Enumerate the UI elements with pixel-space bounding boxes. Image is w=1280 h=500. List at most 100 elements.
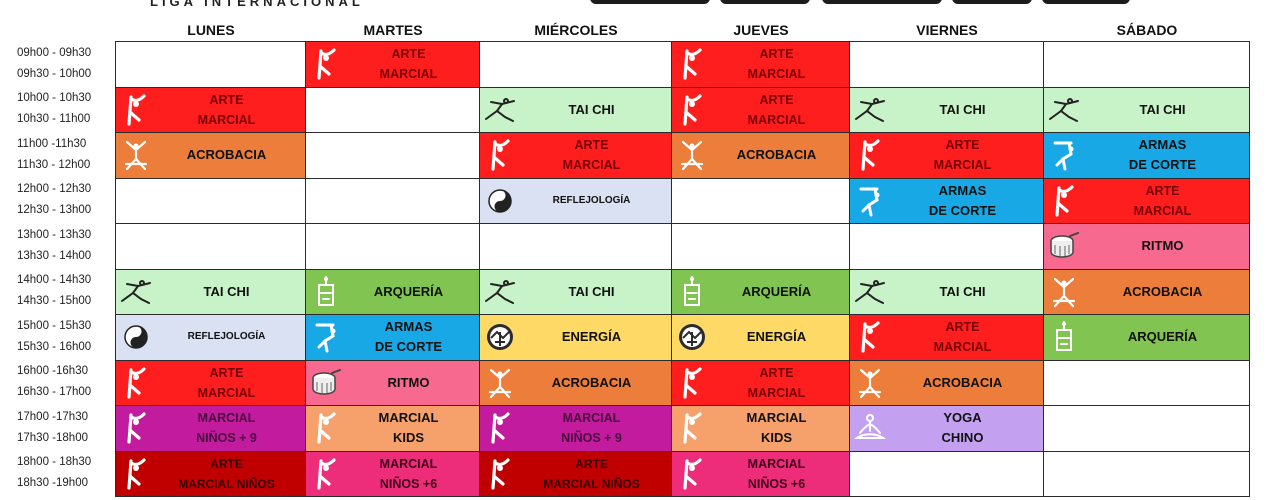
class-cell[interactable]: ACROBACIA bbox=[671, 132, 850, 179]
class-cell[interactable]: REFLEJOLOGÍA bbox=[479, 177, 672, 224]
time-slot: 18h00 - 18h30 18h30 -19h00 bbox=[0, 451, 116, 497]
class-cell[interactable]: ARMAS DE CORTE bbox=[305, 314, 480, 361]
class-cell[interactable]: ARTE MARCIAL bbox=[305, 41, 480, 88]
empty-cell bbox=[1043, 450, 1250, 497]
empty-cell bbox=[849, 450, 1044, 497]
class-name: TAI CHI bbox=[568, 101, 615, 117]
time-start: 15h00 - 15h30 bbox=[17, 319, 92, 332]
time-end: 17h30 -18h00 bbox=[17, 431, 88, 444]
class-label: ARTE MARCIAL bbox=[1084, 181, 1249, 221]
class-cell[interactable]: ARMAS DE CORTE bbox=[1043, 132, 1250, 179]
class-cell[interactable]: ARQUERÍA bbox=[305, 268, 480, 315]
class-cell[interactable]: ARTE MARCIAL bbox=[479, 132, 672, 179]
class-cell[interactable]: ARQUERÍA bbox=[1043, 314, 1250, 361]
time-end: 18h30 -19h00 bbox=[17, 477, 88, 490]
class-cell[interactable]: YOGA CHINO bbox=[849, 405, 1044, 452]
class-name: ARTE bbox=[391, 47, 426, 62]
class-name-line2: DE CORTE bbox=[1128, 157, 1197, 173]
class-cell[interactable]: ARTE MARCIAL NIÑOS bbox=[115, 450, 306, 497]
class-label: ARTE MARCIAL bbox=[712, 44, 849, 84]
class-cell[interactable]: ACROBACIA bbox=[1043, 268, 1250, 315]
class-label: MARCIAL NIÑOS + 9 bbox=[156, 408, 305, 448]
empty-cell bbox=[479, 223, 672, 270]
class-cell[interactable]: ACROBACIA bbox=[849, 359, 1044, 406]
class-name: ARTE bbox=[759, 47, 794, 62]
sword-icon bbox=[850, 179, 890, 224]
class-cell[interactable]: TAI CHI bbox=[1043, 86, 1250, 133]
class-cell[interactable]: ACROBACIA bbox=[479, 359, 672, 406]
class-name: TAI CHI bbox=[203, 283, 250, 299]
class-cell[interactable]: ARTE MARCIAL bbox=[115, 86, 306, 133]
class-name-line2: DE CORTE bbox=[928, 202, 997, 218]
time-start: 09h00 - 09h30 bbox=[17, 46, 92, 59]
class-label: ARMAS DE CORTE bbox=[346, 317, 479, 357]
day-header: VIERNES bbox=[916, 22, 978, 38]
empty-cell bbox=[305, 177, 480, 224]
martial-icon bbox=[480, 406, 520, 451]
empty-cell bbox=[115, 41, 306, 88]
class-cell[interactable]: ARTE MARCIAL bbox=[1043, 177, 1250, 224]
martial-icon bbox=[480, 133, 520, 178]
class-name: ARMAS bbox=[938, 182, 987, 198]
class-label: ARTE MARCIAL bbox=[156, 90, 305, 130]
empty-cell bbox=[115, 223, 306, 270]
class-cell[interactable]: ARTE MARCIAL bbox=[849, 314, 1044, 361]
header-decoration bbox=[590, 0, 1130, 6]
class-cell[interactable]: MARCIAL NIÑOS + 9 bbox=[115, 405, 306, 452]
class-name: ARTE bbox=[210, 456, 243, 471]
time-start: 12h00 - 12h30 bbox=[17, 183, 92, 196]
class-name-line2: MARCIAL bbox=[379, 67, 438, 82]
class-cell[interactable]: ENERGÍA bbox=[479, 314, 672, 361]
class-label: ARQUERÍA bbox=[1084, 327, 1249, 347]
class-label: ACROBACIA bbox=[890, 373, 1043, 393]
time-slot: 09h00 - 09h30 09h30 - 10h00 bbox=[0, 41, 116, 87]
class-name: TAI CHI bbox=[939, 101, 986, 117]
class-cell[interactable]: TAI CHI bbox=[849, 86, 1044, 133]
class-label: RITMO bbox=[1084, 236, 1249, 256]
class-cell[interactable]: ACROBACIA bbox=[115, 132, 306, 179]
class-name: ACROBACIA bbox=[186, 147, 267, 163]
time-end: 15h30 - 16h00 bbox=[17, 340, 92, 353]
class-cell[interactable]: ARTE MARCIAL NIÑOS bbox=[479, 450, 672, 497]
class-cell[interactable]: RITMO bbox=[1043, 223, 1250, 270]
class-name-line2: MARCIAL NIÑOS bbox=[543, 476, 640, 491]
class-label: ARTE MARCIAL bbox=[712, 90, 849, 130]
class-name: RITMO bbox=[387, 374, 430, 390]
class-cell[interactable]: RITMO bbox=[305, 359, 480, 406]
class-cell[interactable]: TAI CHI bbox=[479, 86, 672, 133]
acrobat-icon bbox=[1044, 270, 1084, 315]
class-cell[interactable]: ARTE MARCIAL bbox=[671, 41, 850, 88]
class-cell[interactable]: MARCIAL NIÑOS + 9 bbox=[479, 405, 672, 452]
class-name: TAI CHI bbox=[939, 283, 986, 299]
class-cell[interactable]: ARTE MARCIAL bbox=[671, 86, 850, 133]
time-end: 13h30 - 14h00 bbox=[17, 249, 92, 262]
class-label: TAI CHI bbox=[890, 100, 1043, 120]
class-cell[interactable]: ENERGÍA bbox=[671, 314, 850, 361]
class-cell[interactable]: ARTE MARCIAL bbox=[849, 132, 1044, 179]
empty-cell bbox=[305, 223, 480, 270]
martial-icon bbox=[116, 452, 156, 497]
class-cell[interactable]: ARTE MARCIAL bbox=[115, 359, 306, 406]
empty-cell bbox=[305, 86, 480, 133]
class-cell[interactable]: ARQUERÍA bbox=[671, 268, 850, 315]
class-label: ARQUERÍA bbox=[346, 282, 479, 302]
class-cell[interactable]: TAI CHI bbox=[115, 268, 306, 315]
class-cell[interactable]: MARCIAL NIÑOS +6 bbox=[671, 450, 850, 497]
class-cell[interactable]: MARCIAL KIDS bbox=[671, 405, 850, 452]
class-name: MARCIAL bbox=[746, 410, 807, 426]
class-cell[interactable]: REFLEJOLOGÍA bbox=[115, 314, 306, 361]
class-cell[interactable]: MARCIAL KIDS bbox=[305, 405, 480, 452]
class-cell[interactable]: ARTE MARCIAL bbox=[671, 359, 850, 406]
martial-icon bbox=[672, 361, 712, 406]
empty-cell bbox=[671, 223, 850, 270]
class-cell[interactable]: TAI CHI bbox=[479, 268, 672, 315]
archer-icon bbox=[1044, 315, 1084, 360]
class-name: ARTE bbox=[209, 92, 244, 107]
class-cell[interactable]: MARCIAL NIÑOS +6 bbox=[305, 450, 480, 497]
class-label: ENERGÍA bbox=[712, 327, 849, 347]
day-header: SÁBADO bbox=[1116, 22, 1178, 38]
class-cell[interactable]: TAI CHI bbox=[849, 268, 1044, 315]
class-label: ARTE MARCIAL bbox=[156, 363, 305, 403]
class-label: ENERGÍA bbox=[520, 327, 671, 347]
class-cell[interactable]: ARMAS DE CORTE bbox=[849, 177, 1044, 224]
